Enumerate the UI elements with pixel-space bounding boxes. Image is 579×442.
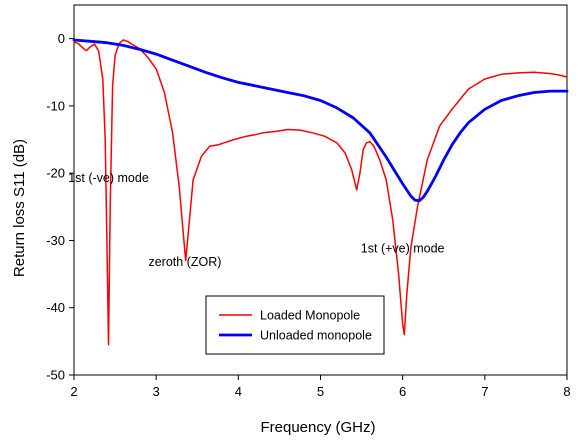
- x-tick-label: 6: [399, 384, 406, 399]
- y-tick-label: 0: [58, 31, 65, 46]
- x-tick-label: 5: [317, 384, 324, 399]
- y-axis-title: Return loss S11 (dB): [11, 139, 28, 277]
- annotation-label: 1st (-ve) mode: [68, 171, 149, 185]
- axis-ticks: 2 3 4 5 6 7 8 0 -10 -20 -30 -40 -50: [46, 31, 570, 399]
- x-tick-label: 7: [481, 384, 488, 399]
- annotation-label: 1st (+ve) mode: [361, 242, 445, 256]
- annotation-label: zeroth (ZOR): [148, 255, 221, 269]
- legend-entry-label: Loaded Monopole: [260, 309, 360, 323]
- x-tick-label: 8: [563, 384, 570, 399]
- y-tick-label: -30: [46, 233, 65, 248]
- x-tick-label: 2: [70, 384, 77, 399]
- y-tick-label: -20: [46, 166, 65, 181]
- x-axis-title: Frequency (GHz): [260, 419, 375, 436]
- series-line-loaded-monopole: [73, 39, 568, 346]
- series-line-unloaded-monopole: [72, 38, 569, 203]
- x-tick-label: 3: [153, 384, 160, 399]
- y-tick-label: -50: [46, 368, 65, 383]
- legend-entry-label: Unloaded monopole: [260, 329, 372, 343]
- legend: Loaded Monopole Unloaded monopole: [205, 295, 385, 355]
- legend-box: [205, 295, 385, 355]
- series-lines: [72, 38, 569, 346]
- annotations: 1st (-ve) mode zeroth (ZOR) 1st (+ve) mode: [68, 171, 444, 269]
- y-tick-label: -10: [46, 98, 65, 113]
- y-tick-label: -40: [46, 300, 65, 315]
- x-tick-label: 4: [235, 384, 242, 399]
